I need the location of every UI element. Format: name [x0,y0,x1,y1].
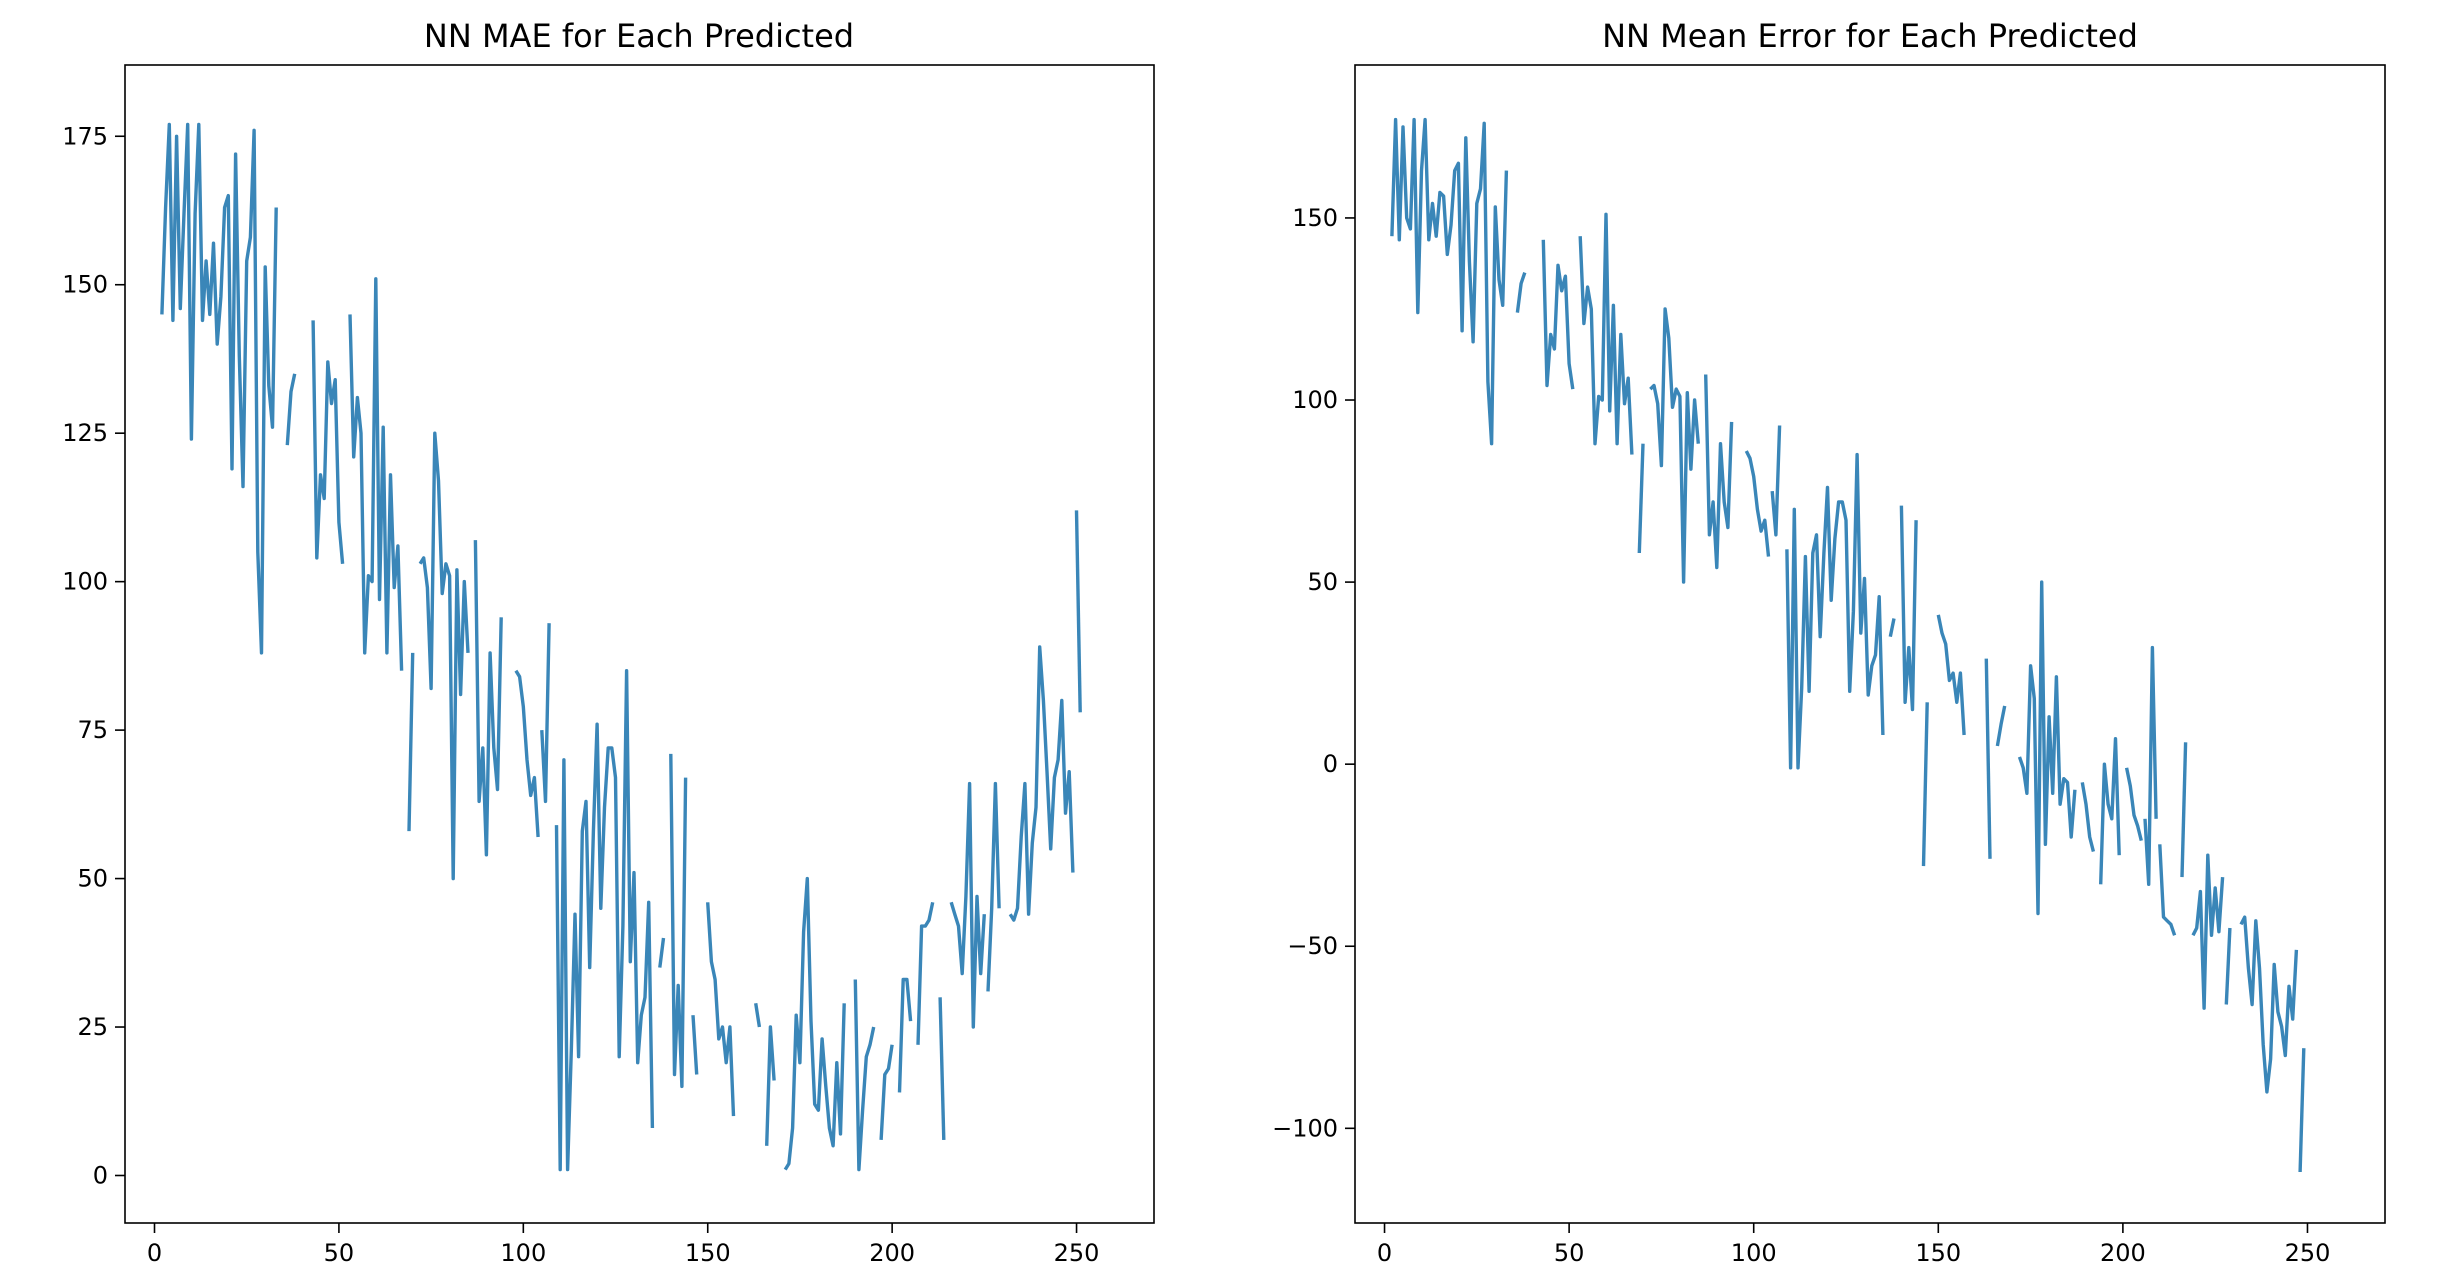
axes-frame [1354,64,2386,1224]
y-tick-label: 175 [62,122,108,150]
chart-title: NN Mean Error for Each Predicted [1602,17,2138,55]
series-line-segment [348,277,404,671]
series-line-segment [1390,117,1509,446]
x-tick-label: 50 [324,1239,355,1267]
series-line-segment [2143,645,2158,886]
series-line-segment [658,937,666,968]
y-tick-label: 100 [62,568,108,596]
y-tick-label: 100 [1292,386,1338,414]
x-tick-label: 0 [1377,1239,1392,1267]
series-line-segment [2080,782,2096,853]
series-line-segment [853,979,876,1172]
y-tick-label: 0 [93,1161,108,1189]
x-tick-label: 100 [1731,1239,1777,1267]
series-line-segment [2099,737,2121,885]
series-line-segment [285,373,297,446]
series-line-segment [1936,614,1966,736]
series-line-segment [1541,239,1575,390]
x-tick-label: 250 [1054,1239,1100,1267]
series-line-segment [1770,425,1782,537]
series-line-segment [1921,702,1929,867]
series-line-segment [691,1015,699,1075]
series-line-segment [706,902,736,1117]
series-line [160,122,1082,1172]
x-tick-label: 200 [2100,1239,2146,1267]
series-line-segment [2224,927,2232,1005]
series-line-segment [1649,307,1700,584]
series-line-segment [2191,853,2225,1010]
y-tick-label: 125 [62,419,108,447]
x-tick-label: 250 [2285,1239,2331,1267]
y-tick-label: 75 [77,716,108,744]
series-line-segment [2158,844,2177,936]
y-tick-label: 150 [62,271,108,299]
series-line-segment [1008,645,1075,922]
series-line-segment [1704,374,1734,570]
chart-nn-mae: NN MAE for Each Predicted 0 50 100 150 200 25… [62,17,1155,1267]
series-line-segment [473,540,503,857]
series-line [1390,117,2306,1173]
series-line-segment [418,431,470,881]
series-line-segment [1074,510,1082,713]
series-line-segment [1744,450,1771,557]
series-line-segment [311,320,345,564]
series-line-segment [2239,915,2299,1094]
series-line-segment [754,1003,762,1028]
series-line-segment [1995,705,2007,747]
x-tick-label: 100 [500,1239,546,1267]
chart-nn-mean-error: NN Mean Error for Each Predicted 0 50 100 1… [1272,17,2386,1267]
y-tick-label: −100 [1272,1114,1338,1142]
series-line-segment [540,623,551,804]
series-line-segment [1785,452,1885,770]
y-tick-label: 0 [1323,750,1338,778]
y-tick-label: 50 [77,865,108,893]
series-line-segment [986,781,1001,992]
series-line-segment [1637,443,1645,554]
y-tick-label: −50 [1287,932,1338,960]
series-line-segment [2017,580,2077,916]
series-line-segment [1515,272,1527,313]
series-line-segment [938,997,946,1140]
series-line-segment [1984,658,1992,859]
x-tick-label: 200 [869,1239,915,1267]
y-tick-label: 25 [77,1013,108,1041]
series-line-segment [669,753,688,1089]
series-line-segment [160,122,278,655]
series-line-segment [783,876,846,1171]
series-line-segment [2124,767,2143,842]
series-line-segment [554,669,655,1172]
series-line-segment [514,669,540,838]
x-tick-label: 50 [1554,1239,1585,1267]
series-line-segment [1578,212,1634,455]
series-line-segment [765,1025,776,1146]
y-tick-label: 150 [1292,204,1338,232]
y-tick-label: 50 [1307,568,1338,596]
series-line-segment [407,652,415,832]
series-line-segment [2180,742,2188,878]
series-line-segment [1899,505,1918,712]
series-line-segment [949,781,986,1029]
chart-title: NN MAE for Each Predicted [424,17,854,55]
axes-frame [124,64,1155,1224]
x-tick-label: 0 [147,1239,162,1267]
series-line-segment [2298,1048,2306,1173]
series-line-segment [879,1044,894,1140]
x-tick-label: 150 [685,1239,731,1267]
series-line-segment [1888,618,1896,638]
series-line-segment [897,977,913,1093]
x-tick-label: 150 [1915,1239,1961,1267]
series-line-segment [916,901,935,1045]
